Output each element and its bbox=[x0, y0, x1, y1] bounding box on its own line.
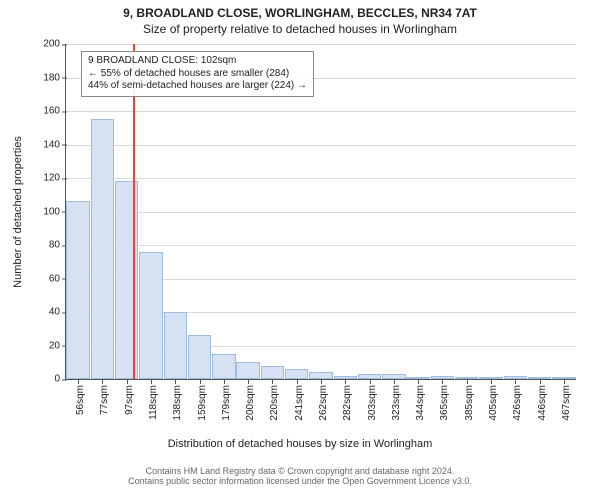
y-tick-label: 80 bbox=[49, 240, 66, 251]
bar bbox=[285, 369, 308, 379]
y-tick-label: 200 bbox=[43, 39, 66, 50]
x-tick-mark bbox=[200, 379, 201, 384]
x-tick-label: 282sqm bbox=[342, 385, 353, 421]
bar bbox=[212, 354, 235, 379]
x-tick-mark bbox=[564, 379, 565, 384]
x-tick-label: 426sqm bbox=[512, 385, 523, 421]
bar bbox=[139, 252, 162, 379]
x-tick-label: 77sqm bbox=[99, 385, 110, 415]
caption-line-2: Contains public sector information licen… bbox=[0, 476, 600, 486]
x-tick-mark bbox=[394, 379, 395, 384]
x-axis-label: Distribution of detached houses by size … bbox=[0, 438, 600, 450]
bar bbox=[66, 201, 89, 379]
x-tick-mark bbox=[102, 379, 103, 384]
bar bbox=[261, 366, 284, 379]
x-tick-mark bbox=[248, 379, 249, 384]
bar bbox=[236, 362, 259, 379]
y-tick-label: 60 bbox=[49, 273, 66, 284]
chart-subtitle: Size of property relative to detached ho… bbox=[0, 22, 600, 36]
x-tick-label: 159sqm bbox=[197, 385, 208, 421]
x-tick-label: 138sqm bbox=[172, 385, 183, 421]
x-tick-label: 97sqm bbox=[124, 385, 135, 415]
x-tick-label: 405sqm bbox=[488, 385, 499, 421]
y-tick-label: 100 bbox=[43, 206, 66, 217]
x-tick-label: 241sqm bbox=[294, 385, 305, 421]
x-tick-mark bbox=[321, 379, 322, 384]
bar bbox=[164, 312, 187, 379]
x-tick-mark bbox=[467, 379, 468, 384]
x-tick-label: 118sqm bbox=[148, 385, 159, 420]
x-tick-mark bbox=[345, 379, 346, 384]
x-tick-label: 262sqm bbox=[318, 385, 329, 421]
y-tick-label: 140 bbox=[43, 139, 66, 150]
x-tick-label: 56sqm bbox=[75, 385, 86, 415]
y-tick-label: 120 bbox=[43, 173, 66, 184]
annotation-line-1: 9 BROADLAND CLOSE: 102sqm bbox=[88, 55, 307, 68]
grid-line bbox=[66, 245, 576, 246]
x-tick-label: 323sqm bbox=[391, 385, 402, 421]
grid-line bbox=[66, 212, 576, 213]
x-tick-mark bbox=[224, 379, 225, 384]
x-tick-label: 220sqm bbox=[269, 385, 280, 421]
x-tick-mark bbox=[540, 379, 541, 384]
annotation-line-2: ← 55% of detached houses are smaller (28… bbox=[88, 68, 307, 81]
x-tick-mark bbox=[151, 379, 152, 384]
x-tick-mark bbox=[175, 379, 176, 384]
caption-line-1: Contains HM Land Registry data © Crown c… bbox=[0, 466, 600, 476]
x-tick-mark bbox=[297, 379, 298, 384]
grid-line bbox=[66, 145, 576, 146]
bar bbox=[309, 372, 332, 379]
x-tick-label: 385sqm bbox=[464, 385, 475, 421]
x-tick-label: 303sqm bbox=[367, 385, 378, 421]
x-tick-label: 467sqm bbox=[561, 385, 572, 421]
x-tick-label: 344sqm bbox=[415, 385, 426, 421]
x-tick-label: 179sqm bbox=[221, 385, 232, 421]
annotation-box: 9 BROADLAND CLOSE: 102sqm ← 55% of detac… bbox=[81, 51, 314, 97]
x-tick-mark bbox=[418, 379, 419, 384]
bar bbox=[188, 335, 211, 379]
y-tick-label: 180 bbox=[43, 72, 66, 83]
x-tick-label: 365sqm bbox=[439, 385, 450, 421]
caption: Contains HM Land Registry data © Crown c… bbox=[0, 466, 600, 486]
x-tick-label: 446sqm bbox=[537, 385, 548, 421]
x-tick-mark bbox=[272, 379, 273, 384]
x-tick-mark bbox=[370, 379, 371, 384]
x-tick-mark bbox=[491, 379, 492, 384]
chart-container: { "title": { "text": "9, BROADLAND CLOSE… bbox=[0, 0, 600, 500]
bar bbox=[115, 181, 138, 379]
grid-line bbox=[66, 44, 576, 45]
chart-title: 9, BROADLAND CLOSE, WORLINGHAM, BECCLES,… bbox=[0, 6, 600, 20]
grid-line bbox=[66, 178, 576, 179]
grid-line bbox=[66, 111, 576, 112]
y-tick-label: 160 bbox=[43, 106, 66, 117]
y-tick-label: 0 bbox=[54, 374, 66, 385]
bar bbox=[91, 119, 114, 379]
y-tick-label: 20 bbox=[49, 340, 66, 351]
x-tick-mark bbox=[78, 379, 79, 384]
x-tick-mark bbox=[442, 379, 443, 384]
x-tick-label: 200sqm bbox=[245, 385, 256, 421]
annotation-line-3: 44% of semi-detached houses are larger (… bbox=[88, 80, 307, 93]
y-axis-label: Number of detached properties bbox=[12, 136, 24, 288]
y-tick-label: 40 bbox=[49, 307, 66, 318]
x-tick-mark bbox=[127, 379, 128, 384]
x-tick-mark bbox=[515, 379, 516, 384]
